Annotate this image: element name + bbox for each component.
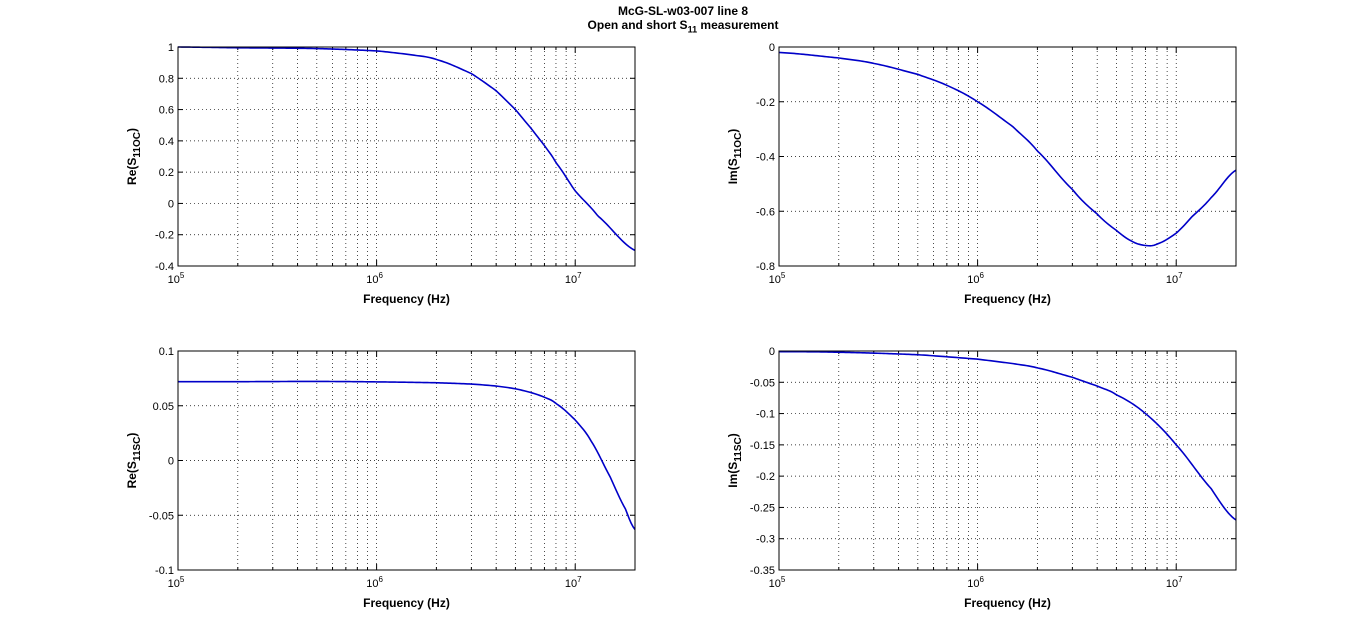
x-tick-label: 105 <box>769 575 786 590</box>
y-tick-label: 0.6 <box>159 105 174 117</box>
figure-title-line2-suffix: measurement <box>697 18 779 32</box>
y-tick-label: 1 <box>168 42 174 54</box>
data-series-line <box>177 46 636 252</box>
figure-title-line2-sub: 11 <box>687 24 698 35</box>
y-tick-label: -0.35 <box>750 565 775 577</box>
y-tick-label: -0.6 <box>756 206 775 218</box>
x-tick-label: 106 <box>366 271 383 286</box>
axes-frame <box>778 46 1237 267</box>
y-tick-label: -0.1 <box>756 409 775 421</box>
x-tick-label: 106 <box>366 575 383 590</box>
y-tick-label: -0.05 <box>750 377 775 389</box>
subplot-re-s11sc: 105 106 107 -0.1 -0.05 0 0.05 0.1 Frequency (Hz)… <box>125 346 636 610</box>
y-tick-label: -0.25 <box>750 502 775 514</box>
x-tick-label: 107 <box>565 575 582 590</box>
y-tick-label: 0 <box>769 42 775 54</box>
figure-title-line2-prefix: Open and short S <box>587 18 688 32</box>
y-axis-label: Im(S11OC) <box>726 129 744 185</box>
plot-area <box>178 47 635 266</box>
x-axis-label: Frequency (Hz) <box>363 596 450 610</box>
x-tick-label: 105 <box>168 575 185 590</box>
y-tick-label: 0 <box>769 346 775 358</box>
y-tick-label: -0.3 <box>756 534 775 546</box>
x-tick-label: 105 <box>168 271 185 286</box>
figure-title-line2: Open and short S11 measurement <box>0 18 1366 36</box>
y-tick-label: -0.2 <box>155 230 174 242</box>
x-tick-label: 107 <box>565 271 582 286</box>
y-tick-label: -0.2 <box>756 97 775 109</box>
y-tick-label: -0.1 <box>155 565 174 577</box>
y-tick-label: 0.8 <box>159 73 174 85</box>
axes-frame <box>177 46 636 267</box>
y-tick-label: 0.1 <box>159 346 174 358</box>
y-tick-label: -0.2 <box>756 471 775 483</box>
data-series-line <box>778 51 1237 247</box>
x-tick-label: 107 <box>1166 575 1183 590</box>
plot-area <box>779 351 1236 570</box>
y-tick-label: -0.8 <box>756 261 775 273</box>
x-tick-label: 105 <box>769 271 786 286</box>
data-series-line <box>778 350 1237 521</box>
y-tick-label: -0.4 <box>756 152 775 164</box>
y-axis-label: Re(S11SC) <box>125 433 143 489</box>
x-axis-label: Frequency (Hz) <box>363 292 450 306</box>
subplot-re-s11oc: 105 106 107 -0.4 -0.2 0 0.2 0.4 0.6 0.8 1 Frequency… <box>125 42 636 306</box>
data-series-line <box>178 380 636 530</box>
y-tick-label: 0 <box>168 198 174 210</box>
x-tick-label: 106 <box>967 575 984 590</box>
subplot-im-s11sc: 105 106 107 -0.35 -0.3 -0.25 -0.2 -0.15 -0.1 -0.0… <box>726 346 1237 610</box>
axes-frame <box>177 350 636 571</box>
x-tick-label: 107 <box>1166 271 1183 286</box>
y-tick-label: -0.4 <box>155 261 174 273</box>
figure-title-line1: McG-SL-w03-007 line 8 <box>617 4 749 18</box>
x-tick-label: 106 <box>967 271 984 286</box>
y-tick-label: 0.4 <box>159 136 174 148</box>
y-axis-label: Re(S11OC) <box>125 128 143 185</box>
y-tick-label: 0 <box>168 456 174 468</box>
figure-title: McG-SL-w03-007 line 8 Open and short S11… <box>0 4 1366 36</box>
y-tick-label: -0.05 <box>149 510 174 522</box>
y-tick-label: 0.05 <box>153 401 174 413</box>
y-tick-label: 0.2 <box>159 167 174 179</box>
x-axis-label: Frequency (Hz) <box>964 596 1051 610</box>
x-axis-label: Frequency (Hz) <box>964 292 1051 306</box>
subplot-im-s11oc: 105 106 107 -0.8 -0.6 -0.4 -0.2 0 Frequency (Hz)… <box>726 42 1237 306</box>
y-tick-label: -0.15 <box>750 440 775 452</box>
y-axis-label: Im(S11SC) <box>726 433 744 487</box>
axes-frame <box>778 350 1237 571</box>
